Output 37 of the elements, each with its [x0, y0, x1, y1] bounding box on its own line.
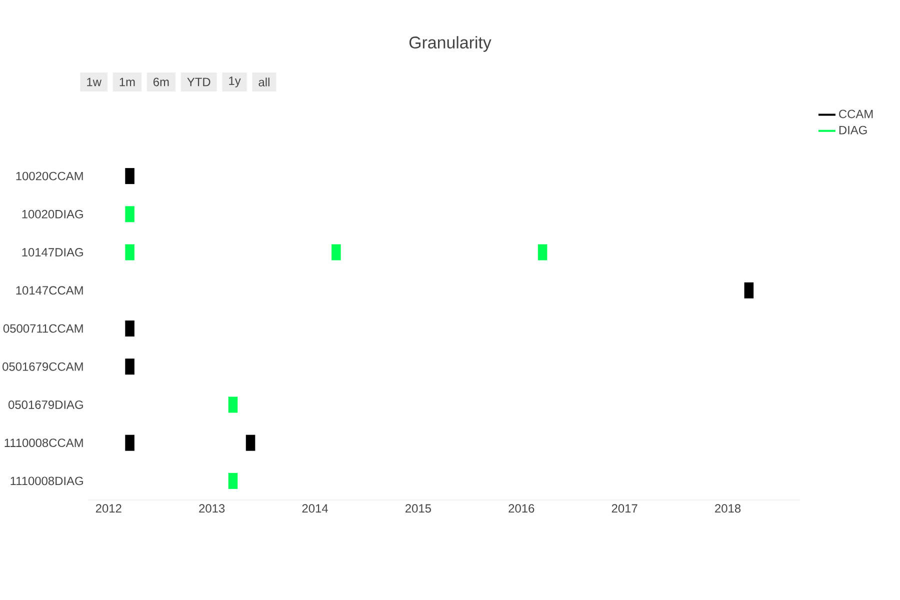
- legend-label: CCAM: [839, 110, 873, 118]
- bar: [538, 244, 548, 260]
- bar: [125, 358, 134, 375]
- y-tick-label: 0500711CCAM: [3, 324, 83, 333]
- bar: [228, 396, 238, 413]
- bar: [125, 320, 134, 336]
- text: 6m: [153, 78, 169, 86]
- x-tick-label: 2014: [302, 504, 328, 513]
- text: 1w: [87, 78, 102, 86]
- bar: [125, 206, 134, 222]
- x-tick-label: 2016: [508, 504, 534, 513]
- y-tick-label: 10020CCAM: [16, 172, 83, 180]
- legend-label: DIAG: [839, 126, 867, 134]
- chart-title: Granularity: [409, 36, 492, 52]
- bar: [228, 472, 238, 489]
- text: YTD: [187, 78, 210, 86]
- x-tick-label: 2012: [96, 504, 122, 513]
- y-tick-label: 0501679CCAM: [2, 362, 83, 371]
- x-tick-label: 2018: [715, 504, 741, 513]
- bar: [125, 168, 134, 184]
- x-tick-label: 2013: [199, 504, 225, 513]
- bar: [125, 434, 134, 451]
- text: 1m: [120, 78, 135, 86]
- text: 1y: [229, 76, 241, 88]
- bar: [246, 434, 256, 451]
- bar: [744, 282, 754, 298]
- y-tick-label: 10147CCAM: [16, 286, 83, 295]
- x-tick-label: 2017: [612, 504, 638, 513]
- bar: [125, 244, 134, 260]
- y-tick-label: 10147DIAG: [22, 248, 83, 256]
- text: all: [258, 78, 270, 86]
- y-tick-label: 1110008CCAM: [4, 438, 83, 448]
- y-tick-label: 10020DIAG: [22, 210, 83, 218]
- y-tick-label: 0501679DIAG: [8, 400, 83, 409]
- y-tick-label: 1110008DIAG: [10, 476, 83, 486]
- bar: [332, 244, 341, 260]
- x-tick-label: 2015: [406, 504, 431, 513]
